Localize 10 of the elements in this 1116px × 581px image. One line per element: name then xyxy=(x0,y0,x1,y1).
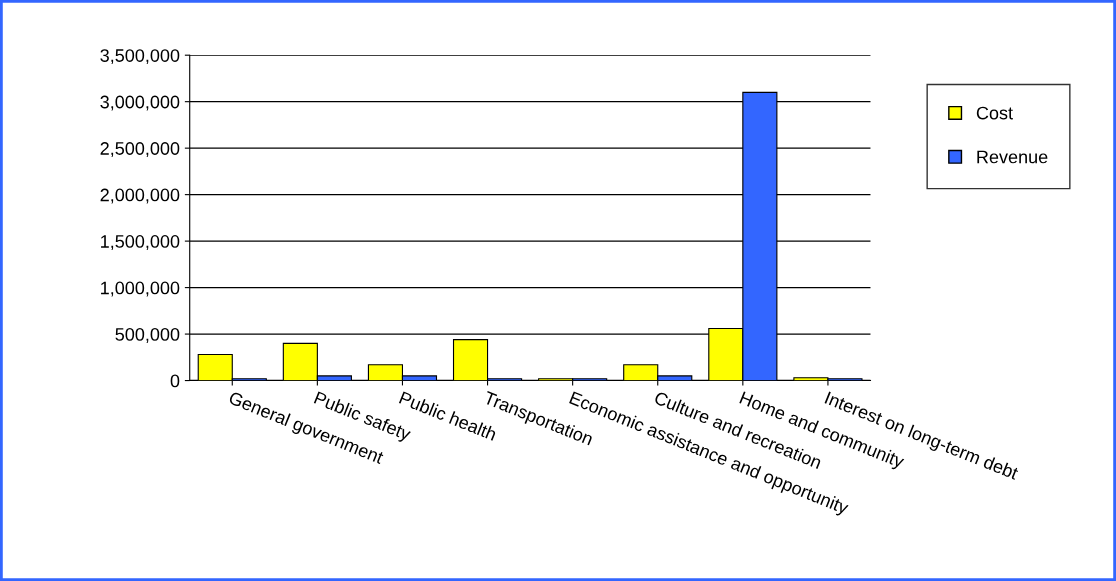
legend-label: Revenue xyxy=(977,150,1048,164)
y-tick-label: 1,500,000 xyxy=(101,235,180,250)
y-tick-label: 0 xyxy=(170,374,180,388)
y-tick-label: 2,000,000 xyxy=(100,188,180,204)
legend-label: Cost xyxy=(976,106,1013,120)
y-tick-label: 3,500,000 xyxy=(100,49,180,65)
y-tick-label: 500,000 xyxy=(115,328,180,343)
y-tick-label: 2,500,000 xyxy=(100,142,180,158)
y-tick-label: 1,000,000 xyxy=(101,281,180,297)
y-tick-label: 3,000,000 xyxy=(100,95,180,111)
